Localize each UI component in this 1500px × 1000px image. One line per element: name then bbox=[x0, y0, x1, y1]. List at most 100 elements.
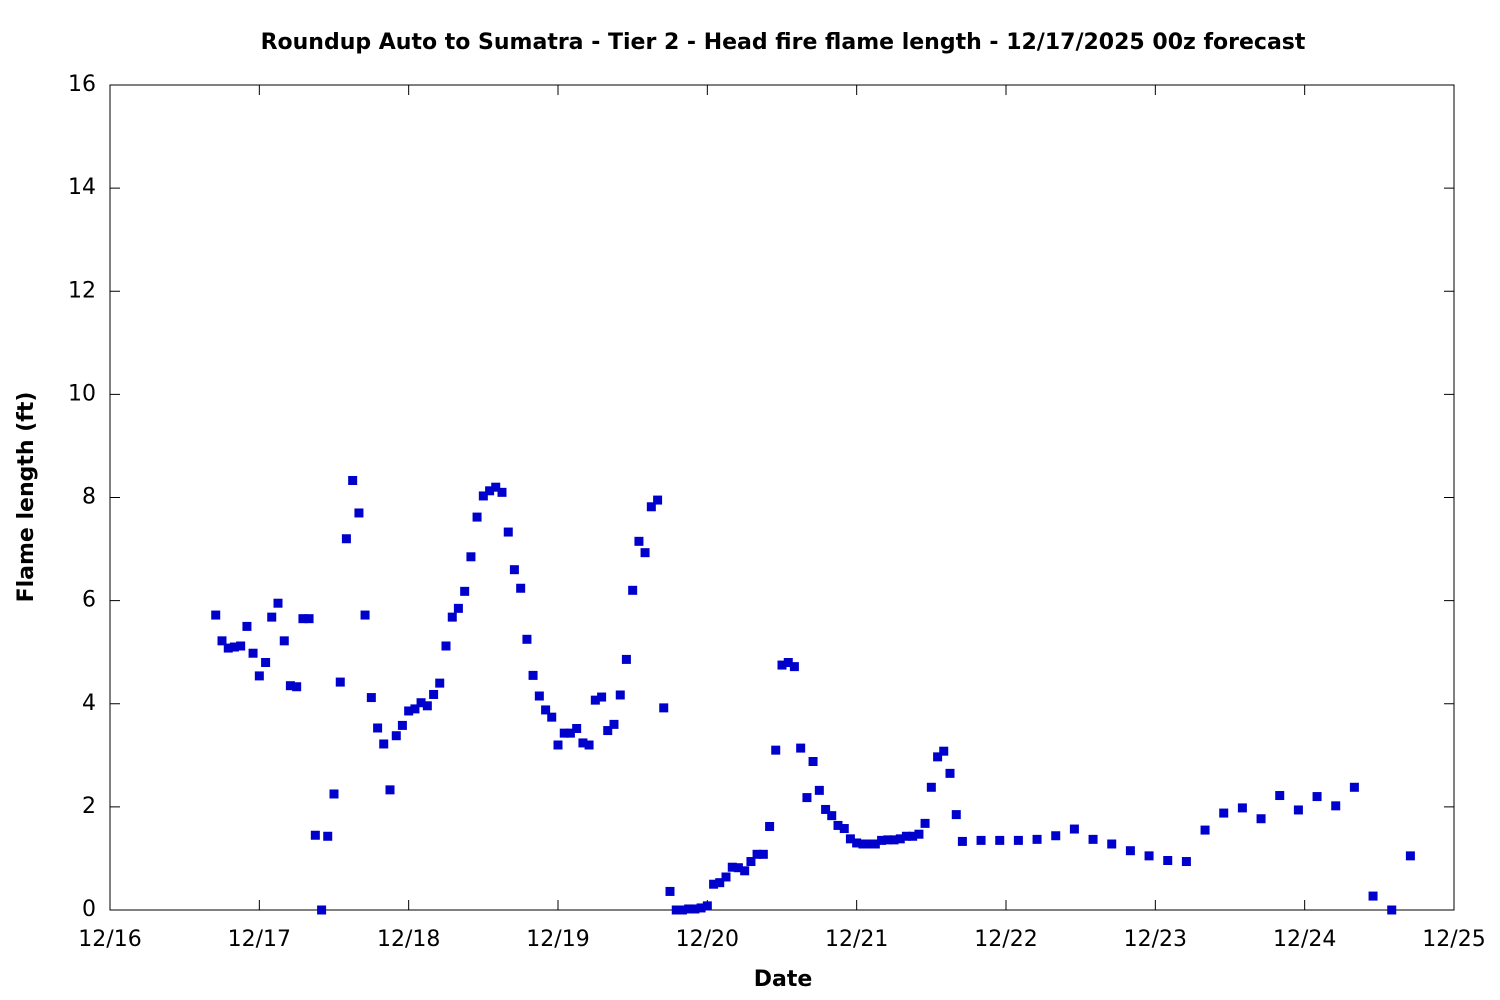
point bbox=[559, 728, 569, 738]
point bbox=[609, 719, 619, 729]
x-tick-label: 12/24 bbox=[1273, 927, 1336, 952]
point bbox=[1032, 834, 1042, 844]
x-tick-label: 12/16 bbox=[78, 927, 141, 952]
point bbox=[696, 903, 706, 913]
point bbox=[516, 583, 526, 593]
point bbox=[1405, 851, 1415, 861]
point bbox=[939, 746, 949, 756]
point bbox=[304, 614, 314, 624]
x-tick-label: 12/18 bbox=[377, 927, 440, 952]
y-tick-label: 12 bbox=[68, 278, 96, 303]
point bbox=[1312, 792, 1322, 802]
point bbox=[373, 723, 383, 733]
point bbox=[621, 654, 631, 664]
point bbox=[615, 690, 625, 700]
point bbox=[1088, 834, 1098, 844]
point bbox=[397, 720, 407, 730]
point bbox=[789, 662, 799, 672]
point bbox=[584, 740, 594, 750]
point bbox=[360, 610, 370, 620]
point bbox=[1181, 857, 1191, 867]
point bbox=[254, 671, 264, 681]
point bbox=[715, 878, 725, 888]
point bbox=[933, 752, 943, 762]
point bbox=[709, 879, 719, 889]
point bbox=[310, 830, 320, 840]
point bbox=[796, 743, 806, 753]
point bbox=[1331, 801, 1341, 811]
point bbox=[1144, 851, 1154, 861]
point bbox=[597, 692, 607, 702]
point bbox=[1237, 803, 1247, 813]
point bbox=[908, 831, 918, 841]
point bbox=[242, 621, 252, 631]
point bbox=[366, 693, 376, 703]
point bbox=[758, 849, 768, 859]
point bbox=[845, 834, 855, 844]
point bbox=[292, 682, 302, 692]
y-tick-label: 8 bbox=[82, 485, 96, 510]
point bbox=[702, 901, 712, 911]
point bbox=[765, 821, 775, 831]
point bbox=[379, 739, 389, 749]
point bbox=[1387, 905, 1397, 915]
point bbox=[285, 681, 295, 691]
x-tick-label: 12/21 bbox=[825, 927, 888, 952]
point bbox=[248, 648, 258, 658]
point bbox=[485, 486, 495, 496]
point bbox=[279, 636, 289, 646]
point bbox=[410, 704, 420, 714]
point bbox=[491, 482, 501, 492]
point bbox=[852, 838, 862, 848]
point bbox=[1051, 831, 1061, 841]
point bbox=[740, 866, 750, 876]
point bbox=[236, 641, 246, 651]
point bbox=[1163, 856, 1173, 865]
point bbox=[404, 706, 414, 716]
point bbox=[603, 726, 613, 736]
point bbox=[460, 586, 470, 596]
point bbox=[926, 782, 936, 792]
point bbox=[416, 698, 426, 708]
point bbox=[914, 829, 924, 839]
point bbox=[995, 835, 1005, 845]
point bbox=[528, 670, 538, 680]
point bbox=[435, 678, 445, 688]
point bbox=[329, 789, 339, 799]
point bbox=[273, 598, 283, 608]
point bbox=[229, 642, 239, 652]
point bbox=[441, 641, 451, 651]
point bbox=[733, 863, 743, 873]
point bbox=[267, 612, 277, 622]
point bbox=[298, 614, 308, 624]
point bbox=[1069, 824, 1079, 834]
point bbox=[901, 831, 911, 841]
point bbox=[1219, 808, 1229, 818]
y-tick-label: 2 bbox=[82, 794, 96, 819]
point bbox=[1368, 891, 1378, 901]
y-tick-label: 14 bbox=[68, 175, 96, 200]
x-tick-label: 12/23 bbox=[1124, 927, 1187, 952]
point bbox=[453, 603, 463, 613]
point bbox=[472, 512, 482, 522]
point bbox=[541, 705, 551, 715]
point bbox=[883, 835, 893, 845]
chart-title: Roundup Auto to Sumatra - Tier 2 - Head … bbox=[261, 30, 1306, 55]
x-tick-label: 12/22 bbox=[974, 927, 1037, 952]
point bbox=[211, 610, 221, 620]
point bbox=[503, 527, 513, 537]
point bbox=[217, 636, 227, 646]
point bbox=[951, 810, 961, 820]
point bbox=[802, 793, 812, 803]
point bbox=[1293, 805, 1303, 815]
y-tick-label: 4 bbox=[82, 691, 96, 716]
point bbox=[447, 612, 457, 622]
point bbox=[1275, 791, 1285, 801]
y-tick-label: 0 bbox=[82, 897, 96, 922]
point bbox=[348, 475, 358, 485]
point bbox=[478, 491, 488, 501]
point bbox=[727, 862, 737, 872]
point bbox=[957, 836, 967, 846]
point bbox=[354, 508, 364, 518]
